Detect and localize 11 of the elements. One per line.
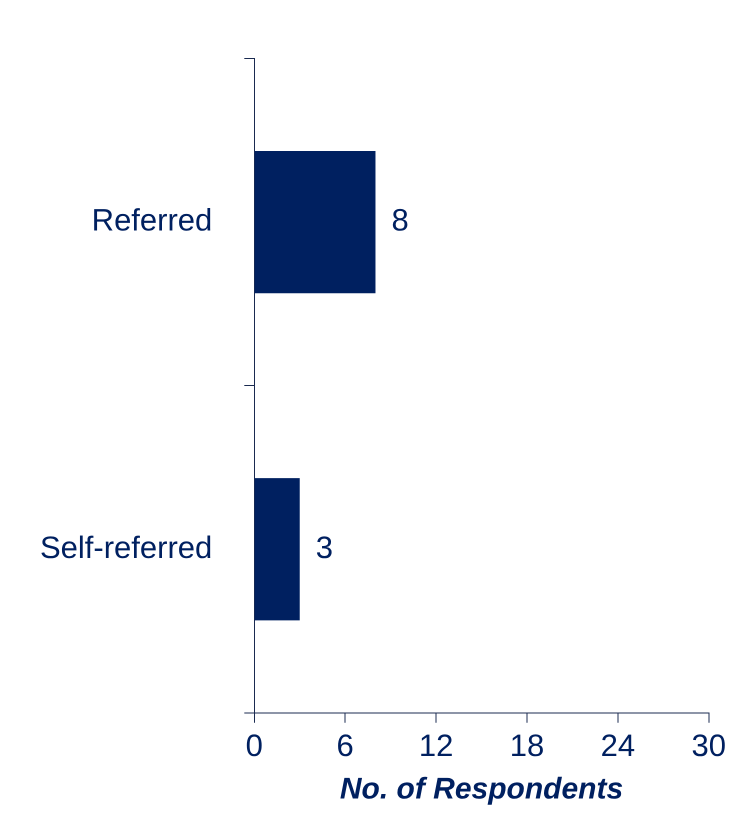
x-tick-label: 6 <box>336 728 354 763</box>
data-label: 8 <box>391 202 409 238</box>
y-tick-label: Self-referred <box>40 530 212 565</box>
x-tick-label: 18 <box>510 728 544 763</box>
x-tick-label: 24 <box>600 728 636 763</box>
x-axis-title: No. of Respondents <box>340 772 624 806</box>
data-label: 3 <box>316 530 333 565</box>
y-tick-label: Referred <box>92 202 212 238</box>
x-tick-label: 30 <box>692 728 726 763</box>
x-tick-label: 0 <box>246 728 263 763</box>
x-tick-label: 12 <box>418 728 454 763</box>
